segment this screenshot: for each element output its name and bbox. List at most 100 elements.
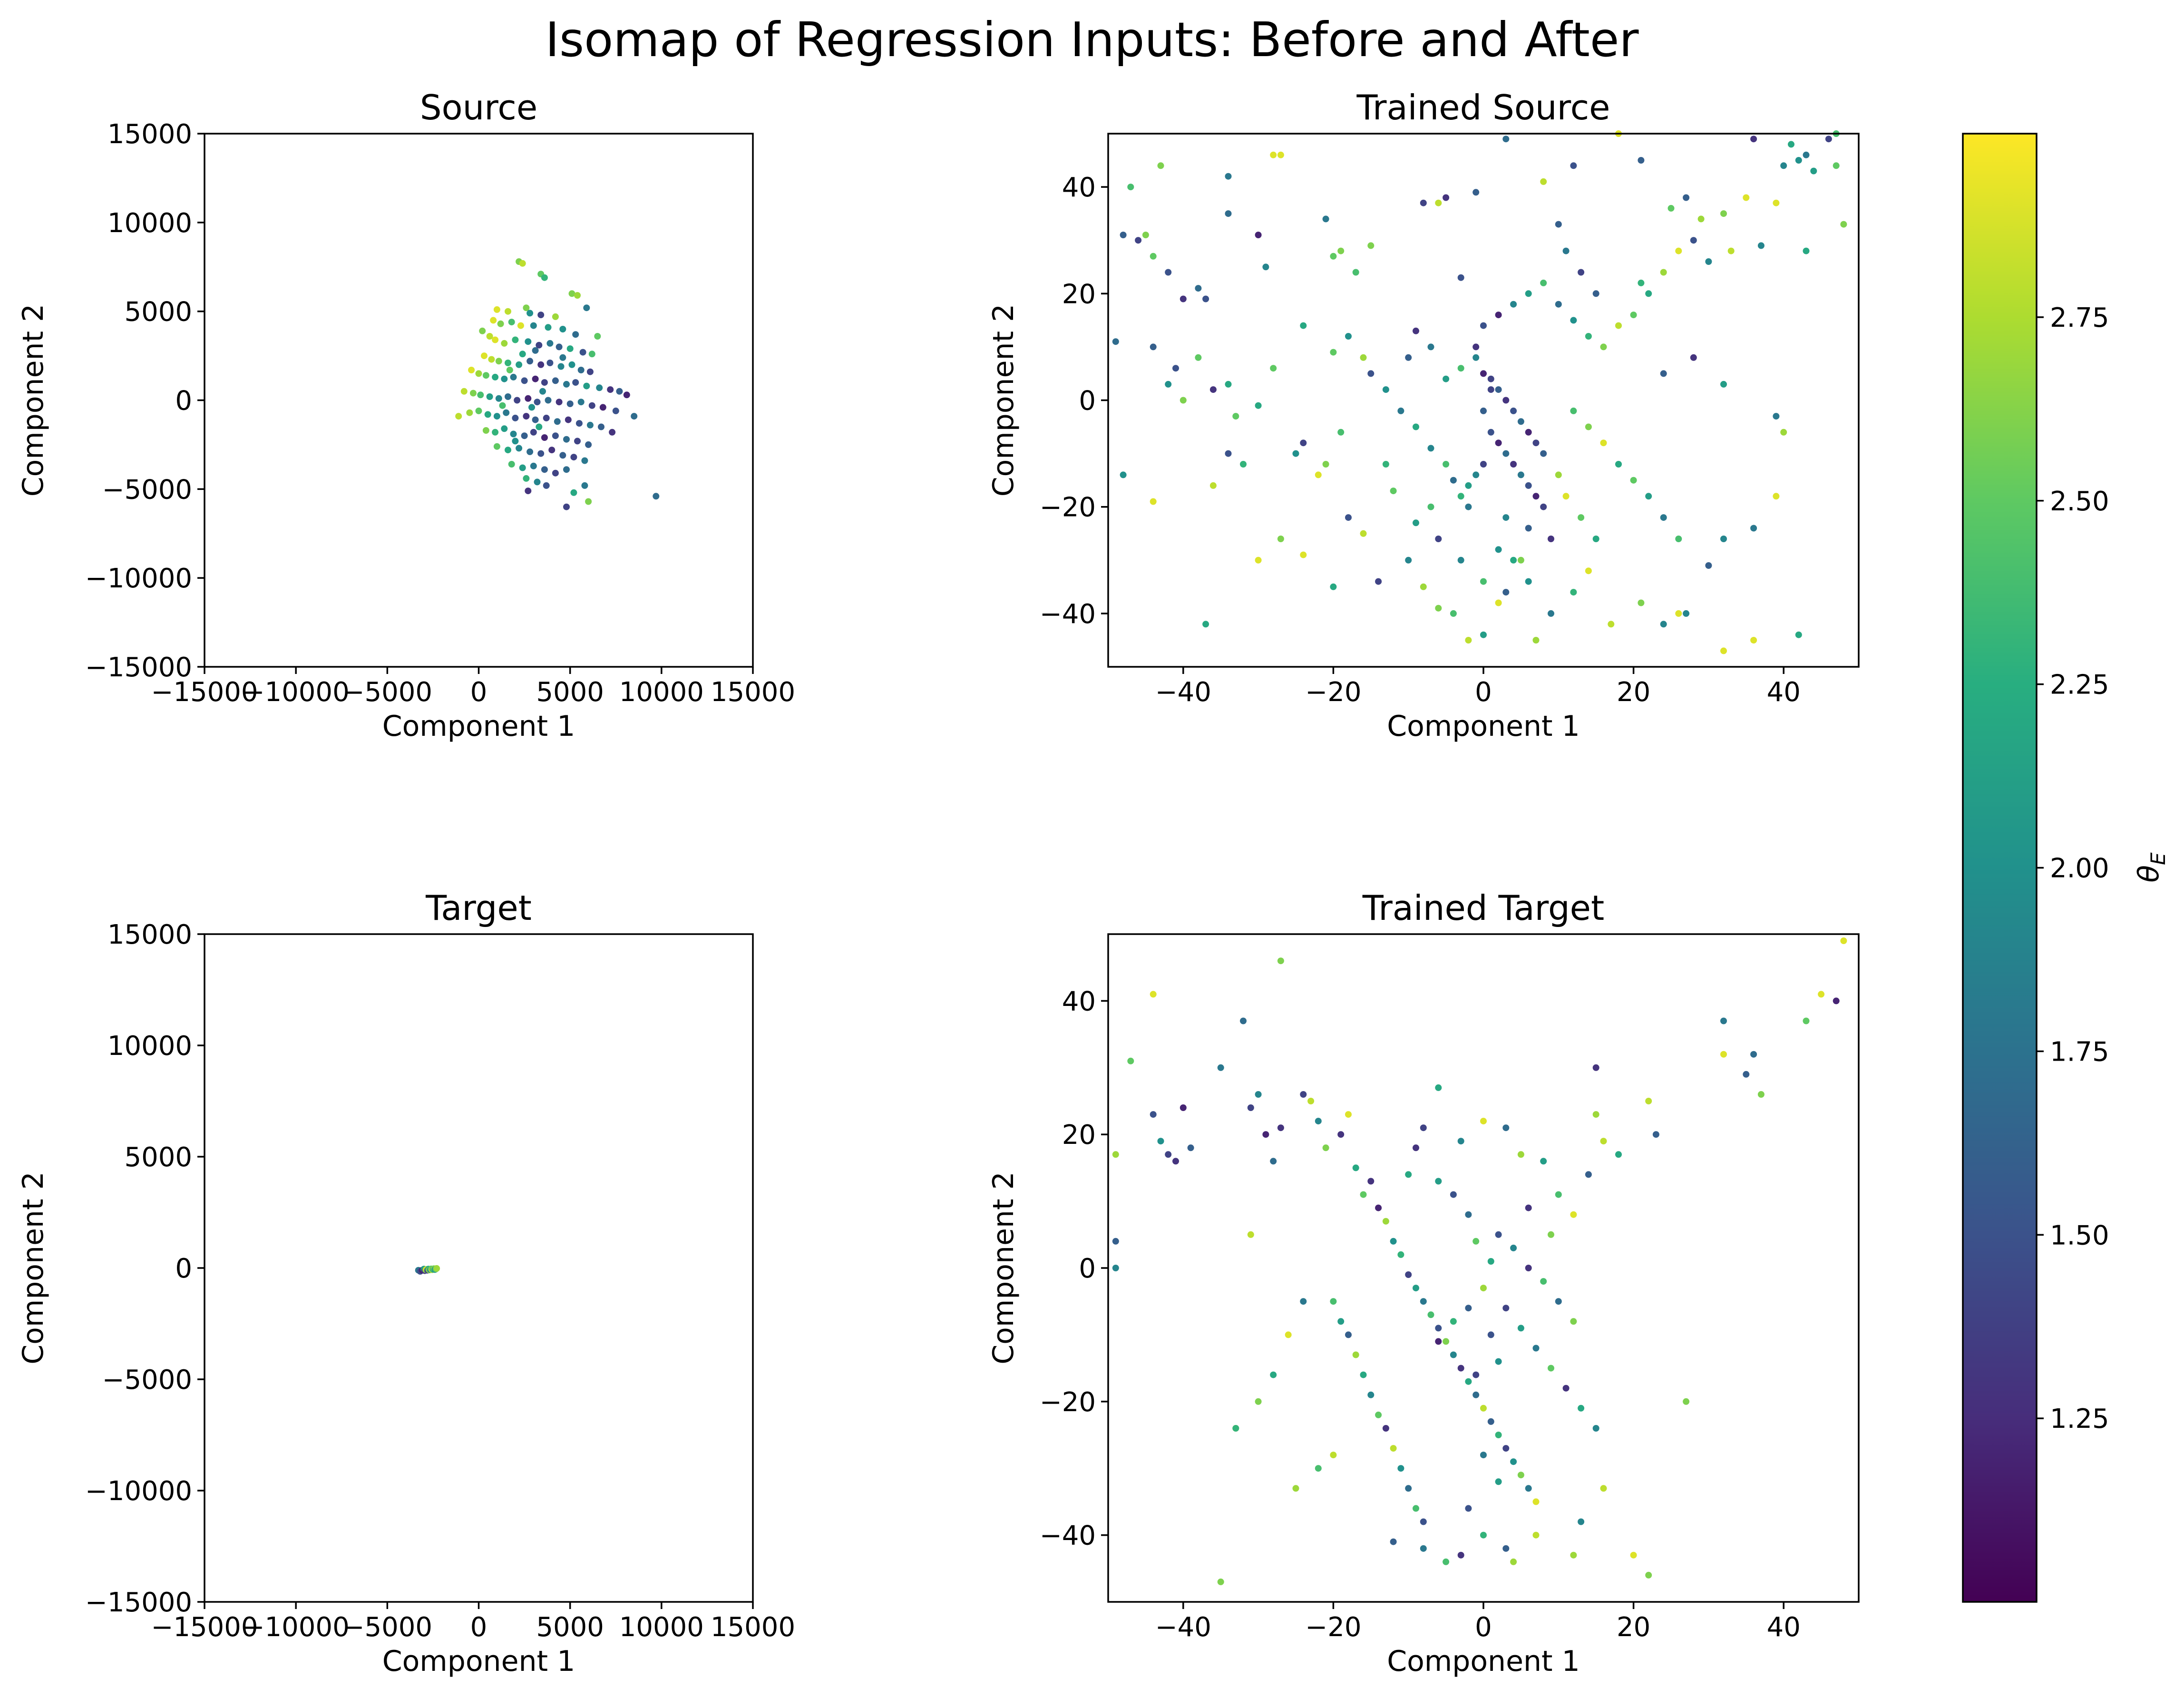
- data-point: [1660, 269, 1667, 276]
- data-point: [1360, 1191, 1367, 1198]
- data-point: [501, 340, 508, 347]
- data-point: [577, 367, 585, 373]
- data-point: [1495, 1478, 1502, 1485]
- data-point: [566, 345, 574, 352]
- data-point: [1570, 407, 1577, 414]
- data-point: [1495, 312, 1502, 319]
- data-point: [1420, 1545, 1427, 1552]
- data-point: [526, 310, 534, 317]
- data-point: [1675, 536, 1682, 542]
- data-point: [468, 367, 475, 373]
- data-point: [1562, 1385, 1570, 1392]
- data-point: [1660, 514, 1667, 521]
- data-point: [1397, 1465, 1404, 1472]
- data-point: [1322, 461, 1329, 468]
- data-point: [1150, 253, 1157, 260]
- data-point: [1750, 637, 1757, 644]
- data-point: [1300, 1091, 1307, 1098]
- data-point: [1165, 269, 1172, 276]
- data-point: [1127, 1057, 1134, 1064]
- y-tick-label: −20: [1040, 1387, 1096, 1418]
- data-point: [1555, 1191, 1562, 1198]
- data-point: [512, 336, 519, 343]
- data-point: [563, 466, 570, 473]
- data-point: [493, 443, 500, 450]
- data-point: [1187, 1144, 1194, 1151]
- data-point: [1720, 210, 1727, 217]
- data-point: [1450, 610, 1457, 617]
- data-point: [1757, 242, 1765, 249]
- data-point: [1532, 1531, 1540, 1539]
- axes-frame: [1107, 933, 1860, 1603]
- data-point: [1517, 471, 1524, 478]
- data-point: [1390, 488, 1397, 495]
- y-tick-label: 40: [1062, 172, 1096, 203]
- data-point: [1443, 194, 1450, 201]
- axes-frame: [204, 133, 754, 668]
- data-point: [1112, 338, 1119, 345]
- data-point: [543, 414, 550, 421]
- data-point: [532, 416, 539, 423]
- data-point: [568, 361, 575, 368]
- data-point: [510, 430, 517, 438]
- data-point: [1262, 1131, 1269, 1138]
- data-point: [492, 373, 499, 380]
- data-point: [1202, 295, 1209, 302]
- data-point: [1487, 429, 1494, 436]
- data-point: [1405, 354, 1412, 361]
- data-point: [1472, 471, 1480, 478]
- y-tick-label: 0: [1079, 386, 1096, 417]
- data-point: [537, 361, 545, 368]
- data-point: [523, 475, 530, 482]
- data-point: [612, 407, 619, 414]
- data-point: [1743, 1071, 1750, 1078]
- data-point: [530, 429, 537, 436]
- data-point: [1773, 413, 1780, 420]
- y-axis-label: Component 2: [987, 1171, 1020, 1365]
- data-point: [1337, 247, 1345, 254]
- data-point: [568, 290, 575, 297]
- data-point: [1592, 1064, 1599, 1071]
- data-point: [556, 343, 563, 351]
- data-point: [623, 391, 630, 399]
- data-point: [1180, 397, 1187, 404]
- data-point: [1585, 333, 1592, 340]
- y-tick-label: −10000: [85, 563, 192, 594]
- data-point: [1172, 1158, 1179, 1165]
- data-point: [484, 411, 491, 418]
- y-tick-label: −40: [1040, 1521, 1096, 1551]
- data-point: [1450, 477, 1457, 484]
- data-point: [1180, 1104, 1187, 1111]
- data-point: [566, 400, 574, 407]
- x-tick-label: −20: [1305, 1612, 1361, 1643]
- data-point: [541, 379, 548, 386]
- data-point: [1592, 536, 1599, 542]
- data-point: [1705, 562, 1712, 569]
- data-point: [1435, 536, 1442, 542]
- data-point: [1112, 1151, 1119, 1158]
- data-point: [1780, 429, 1787, 436]
- data-point: [1270, 1158, 1277, 1165]
- data-point: [481, 352, 488, 360]
- data-point: [1457, 1138, 1464, 1145]
- data-point: [1435, 1178, 1442, 1185]
- data-point: [1540, 279, 1547, 286]
- data-point: [1472, 1371, 1480, 1378]
- x-axis-label: Component 1: [1387, 710, 1580, 743]
- data-point: [1487, 1331, 1494, 1338]
- data-point: [1322, 1144, 1329, 1151]
- data-point: [495, 358, 502, 365]
- data-point: [1209, 482, 1217, 489]
- data-point: [1683, 1398, 1690, 1405]
- data-point: [541, 274, 548, 281]
- data-point: [1255, 1091, 1262, 1098]
- data-point: [1277, 536, 1284, 542]
- data-point: [519, 464, 526, 471]
- data-point: [1578, 1405, 1585, 1412]
- y-tick-label: 0: [175, 1253, 192, 1284]
- panel-source: −15000−10000−5000 0 5000 10000 15000−15000−1…: [17, 88, 795, 743]
- data-point: [1345, 333, 1352, 340]
- data-point: [1502, 514, 1510, 521]
- data-point: [486, 333, 493, 340]
- data-point: [1330, 253, 1337, 260]
